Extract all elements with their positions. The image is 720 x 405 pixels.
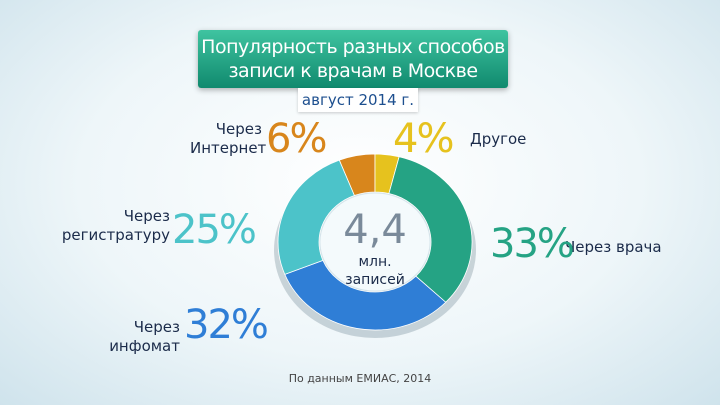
value-label: 4%: [393, 116, 454, 162]
chart-title: Популярность разных способов записи к вр…: [198, 30, 508, 88]
category-label: Через врача: [565, 238, 662, 256]
donut-segment: [284, 259, 447, 331]
chart-subtitle: август 2014 г.: [298, 88, 418, 112]
value-label: 33%: [490, 221, 575, 267]
category-label: Другое: [470, 130, 527, 148]
donut-segment: [388, 156, 473, 303]
source-note: По данным ЕМИАС, 2014: [288, 372, 432, 385]
value-label: 6%: [266, 116, 327, 162]
donut-hole: [319, 192, 431, 292]
category-label: Через инфомат: [109, 318, 180, 355]
category-label: Через Интернет: [190, 120, 267, 157]
donut-segment: [277, 159, 355, 275]
value-label: 25%: [172, 207, 257, 253]
center-label: млн. записей: [345, 254, 405, 288]
value-label: 32%: [184, 302, 269, 348]
center-value: 4,4: [343, 207, 407, 253]
category-label: Через регистратуру: [61, 207, 170, 244]
